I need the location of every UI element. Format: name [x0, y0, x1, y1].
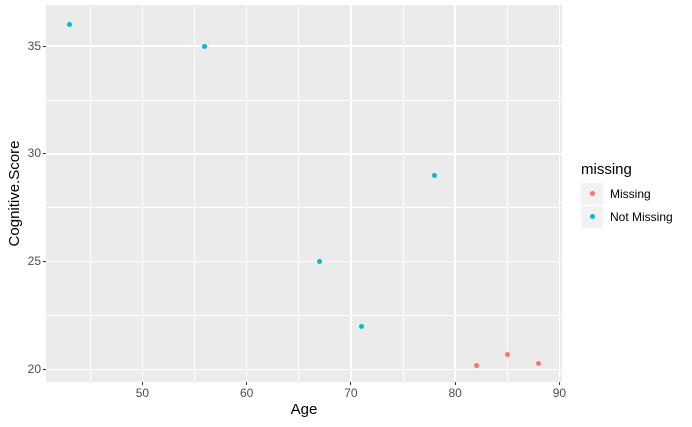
major-gridline-y: [46, 45, 562, 47]
minor-gridline-y: [46, 207, 562, 209]
major-gridline-x: [454, 5, 456, 382]
legend: missing Missing Not Missing: [581, 161, 673, 228]
minor-gridline-y: [46, 99, 562, 101]
plot-panel: [46, 5, 562, 382]
data-point-not-missing: [358, 324, 364, 330]
y-axis-tick-label: 35: [27, 38, 41, 53]
legend-dot-missing-icon: [589, 191, 595, 196]
minor-gridline-x: [298, 5, 300, 382]
legend-dot-not-missing-icon: [589, 214, 595, 219]
x-axis-title: Age: [290, 401, 318, 418]
data-point-not-missing: [431, 172, 437, 178]
x-axis-tick: [350, 382, 352, 385]
legend-entry-missing: Missing: [581, 182, 673, 205]
legend-key-missing: [581, 182, 603, 205]
x-axis-tick: [558, 382, 560, 385]
y-axis-tick: [43, 153, 46, 155]
major-gridline-x: [558, 5, 561, 382]
legend-entry-not-missing: Not Missing: [581, 205, 673, 228]
minor-gridline-x: [402, 5, 404, 382]
x-axis-tick-label: 70: [344, 386, 358, 400]
data-point-not-missing: [202, 43, 208, 49]
minor-gridline-y: [46, 315, 562, 317]
data-point-not-missing: [66, 21, 72, 27]
x-axis-tick: [454, 382, 456, 385]
legend-title: missing: [581, 161, 632, 178]
y-axis-tick: [43, 369, 46, 371]
y-axis-tick-label: 30: [27, 146, 41, 161]
legend-key-not-missing: [581, 205, 603, 228]
x-axis-tick: [246, 382, 248, 385]
data-point-not-missing: [317, 259, 323, 265]
data-point-missing: [504, 352, 510, 358]
data-point-missing: [536, 360, 542, 366]
major-gridline-x: [245, 5, 248, 382]
major-gridline-y: [46, 153, 562, 155]
y-axis-tick: [43, 261, 46, 263]
x-axis-tick-label: 50: [135, 386, 150, 400]
major-gridline-y: [46, 261, 562, 263]
y-axis-tick-label: 25: [27, 254, 41, 269]
y-axis-title: Cognitive.Score: [6, 140, 23, 247]
major-gridline-y: [46, 368, 562, 371]
minor-gridline-x: [194, 5, 195, 382]
minor-gridline-x: [89, 5, 91, 382]
x-axis-tick-label: 80: [448, 386, 462, 400]
x-axis-tick-label: 90: [552, 386, 567, 400]
major-gridline-x: [141, 5, 144, 382]
x-axis-tick: [141, 382, 143, 385]
legend-label-not-missing: Not Missing: [610, 209, 673, 224]
data-point-missing: [473, 362, 479, 368]
y-axis-tick: [43, 45, 46, 47]
minor-gridline-x: [506, 5, 508, 382]
legend-label-missing: Missing: [610, 186, 651, 201]
major-gridline-x: [350, 5, 352, 382]
x-axis-tick-label: 60: [239, 386, 254, 400]
y-axis-tick-label: 20: [27, 362, 41, 377]
